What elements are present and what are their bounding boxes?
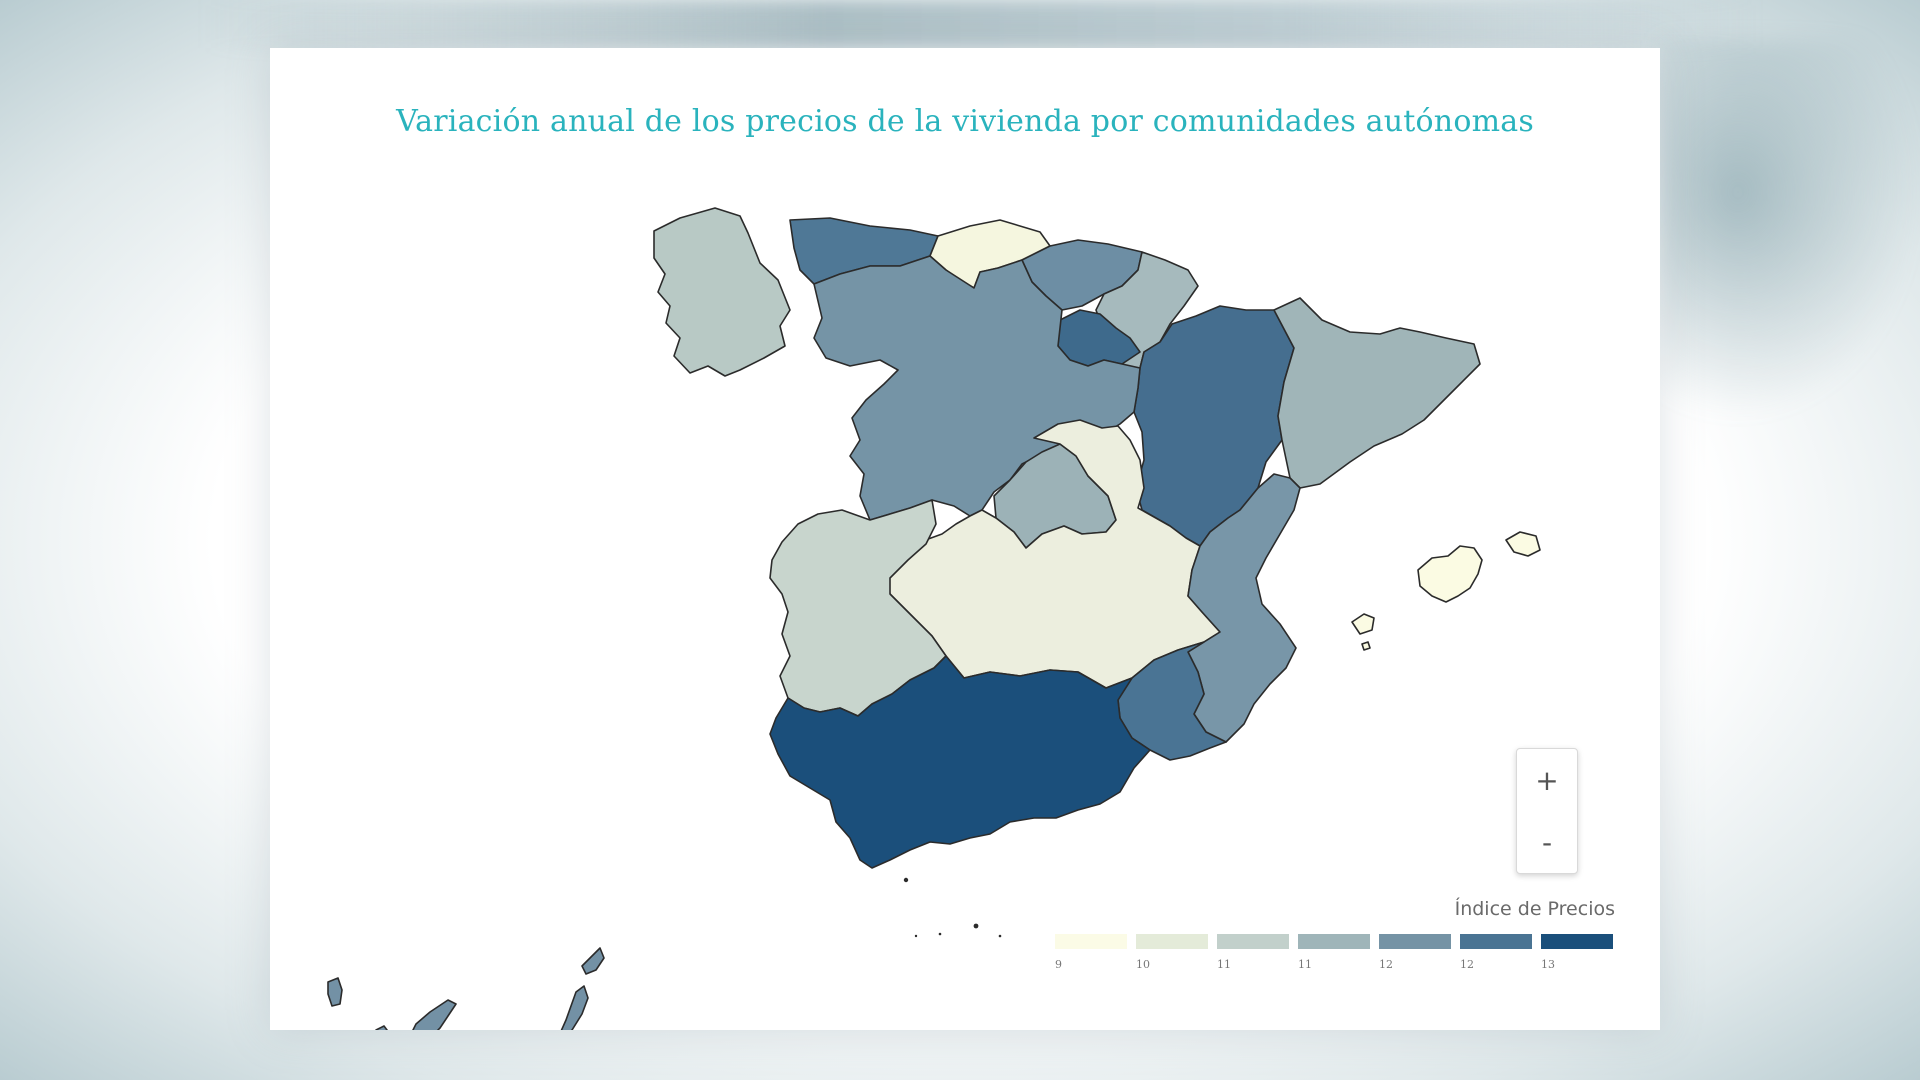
islet-marker (973, 923, 979, 929)
region-baleares[interactable] (1351, 531, 1541, 651)
legend-swatches (1055, 934, 1615, 950)
legend-labels: 9 10 11 11 12 12 13 (1055, 958, 1615, 974)
zoom-in-button[interactable]: + (1517, 749, 1577, 811)
legend-swatch (1541, 934, 1613, 949)
background-blur-top (200, 0, 1760, 48)
legend: Índice de Precios 9 10 11 11 12 12 13 (1055, 898, 1615, 978)
zoom-control: + - (1516, 748, 1578, 874)
spain-choropleth-map[interactable] (270, 48, 1660, 1030)
zoom-out-button[interactable]: - (1517, 811, 1577, 873)
legend-swatch (1055, 934, 1127, 949)
legend-swatch (1217, 934, 1289, 949)
legend-swatch (1298, 934, 1370, 949)
region-canarias[interactable] (312, 947, 605, 1030)
legend-tick-label: 10 (1136, 958, 1150, 971)
islet-marker (938, 932, 942, 936)
legend-tick-label: 12 (1379, 958, 1393, 971)
legend-tick-label: 11 (1298, 958, 1312, 971)
background-blur-right (1660, 40, 1920, 420)
islet-marker (998, 934, 1002, 938)
legend-tick-label: 9 (1055, 958, 1062, 971)
legend-title: Índice de Precios (1454, 898, 1615, 920)
legend-tick-label: 13 (1541, 958, 1555, 971)
map-title: Variación anual de los precios de la viv… (396, 104, 1534, 139)
legend-tick-label: 12 (1460, 958, 1474, 971)
legend-tick-label: 11 (1217, 958, 1231, 971)
legend-swatch (1379, 934, 1451, 949)
region-galicia[interactable] (653, 207, 791, 377)
region-andalucia[interactable] (769, 655, 1151, 869)
region-cataluna[interactable] (1273, 297, 1481, 489)
legend-swatch (1136, 934, 1208, 949)
islet-marker (914, 934, 918, 938)
islet-marker (903, 877, 909, 883)
map-card: Variación anual de los precios de la viv… (270, 48, 1660, 1030)
legend-swatch (1460, 934, 1532, 949)
